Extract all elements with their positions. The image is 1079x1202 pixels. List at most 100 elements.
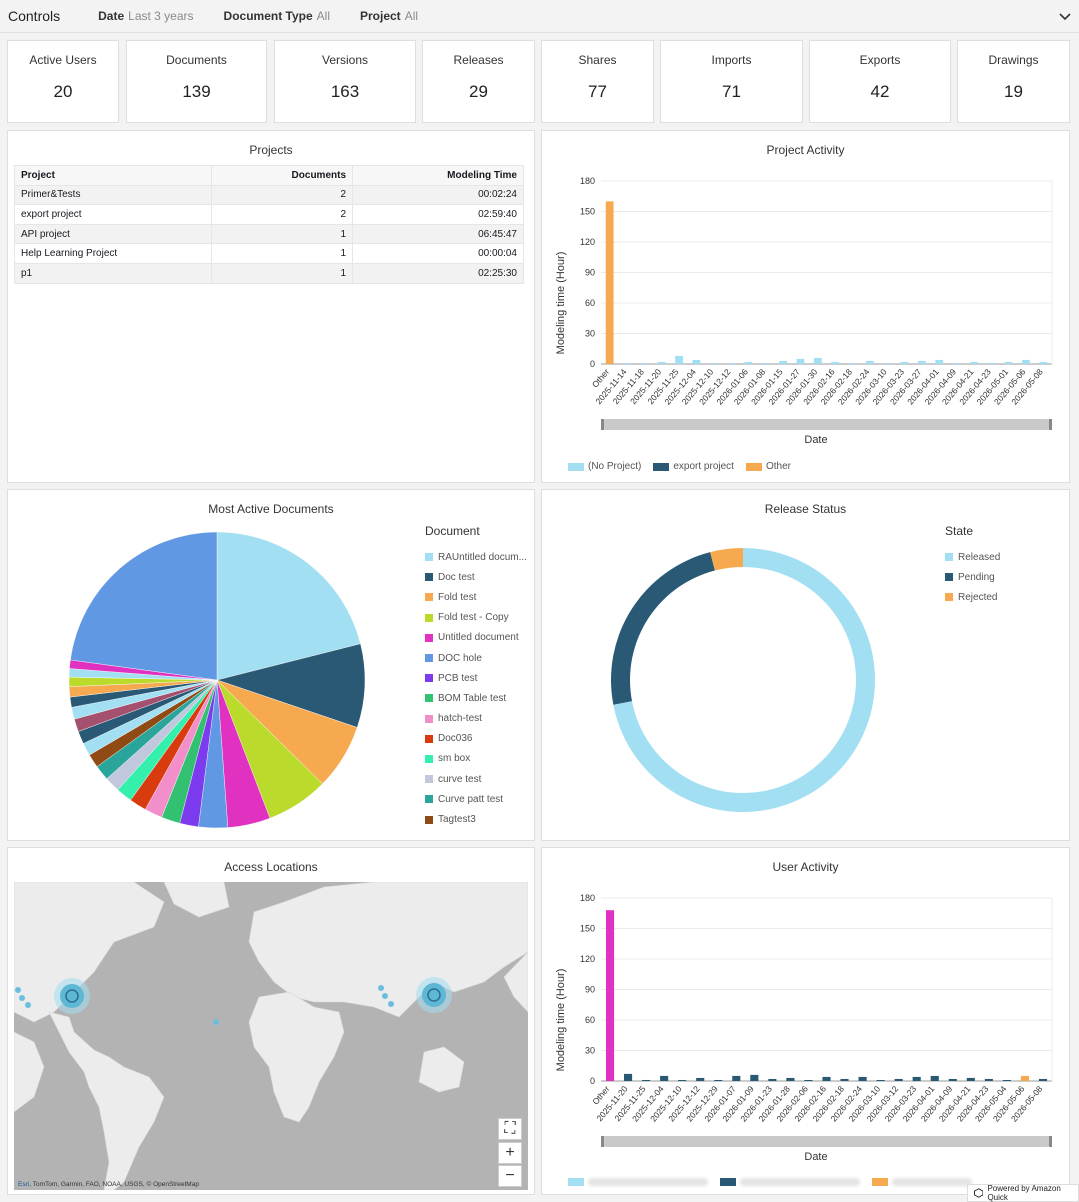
- bar[interactable]: [761, 362, 770, 364]
- bar[interactable]: [714, 1079, 723, 1081]
- column-header[interactable]: Modeling Time: [352, 165, 524, 186]
- bar[interactable]: [768, 1078, 777, 1081]
- pie-slice[interactable]: [216, 531, 361, 681]
- table-row[interactable]: p1 1 02:25:30: [14, 262, 524, 284]
- bar[interactable]: [865, 360, 874, 364]
- bar[interactable]: [952, 362, 961, 364]
- bar[interactable]: [948, 1078, 957, 1081]
- bar[interactable]: [918, 360, 926, 364]
- legend-item[interactable]: Untitled document: [425, 628, 527, 648]
- bar[interactable]: [640, 362, 649, 364]
- legend-item[interactable]: [568, 1178, 708, 1186]
- legend-item[interactable]: DOC hole: [425, 648, 527, 668]
- bar[interactable]: [779, 360, 788, 364]
- bar[interactable]: [935, 359, 944, 364]
- bar[interactable]: [732, 1075, 741, 1081]
- table-row[interactable]: API project 1 06:45:47: [14, 223, 524, 245]
- bar[interactable]: [796, 358, 805, 364]
- legend-item[interactable]: Tagtest3: [425, 809, 527, 829]
- chart-scrollbar[interactable]: [601, 1136, 1052, 1147]
- table-row[interactable]: Help Learning Project 1 00:00:04: [14, 243, 524, 264]
- bar[interactable]: [822, 1076, 831, 1081]
- bar[interactable]: [750, 1074, 759, 1081]
- column-header[interactable]: Project: [14, 165, 212, 186]
- bar[interactable]: [848, 362, 857, 364]
- legend-item[interactable]: Curve patt test: [425, 789, 527, 809]
- legend-item[interactable]: Rejected: [945, 587, 1000, 607]
- bar[interactable]: [623, 362, 631, 364]
- legend-item[interactable]: [872, 1178, 972, 1186]
- bar[interactable]: [1022, 359, 1030, 364]
- scrollbar-handle-left[interactable]: [601, 1136, 604, 1147]
- bar[interactable]: [900, 361, 909, 364]
- scrollbar-handle-right[interactable]: [1049, 1136, 1052, 1147]
- legend-item[interactable]: RAUntitled docum...: [425, 547, 527, 567]
- bar[interactable]: [984, 1078, 993, 1081]
- bar[interactable]: [709, 362, 718, 364]
- bar[interactable]: [930, 1075, 939, 1081]
- legend-item[interactable]: Fold test - Copy: [425, 608, 527, 628]
- table-row[interactable]: export project 2 02:59:40: [14, 204, 524, 225]
- zoom-out-button[interactable]: −: [498, 1165, 522, 1187]
- esri-link[interactable]: Esri: [18, 1181, 30, 1188]
- bar[interactable]: [678, 1079, 687, 1081]
- bar[interactable]: [657, 361, 666, 364]
- legend-item[interactable]: curve test: [425, 769, 527, 789]
- legend-item[interactable]: Doc036: [425, 729, 527, 749]
- bar[interactable]: [675, 355, 683, 364]
- powered-by-badge[interactable]: Powered by Amazon Quick: [967, 1184, 1079, 1202]
- bar[interactable]: [1038, 1078, 1048, 1081]
- legend-item[interactable]: Doc test: [425, 567, 527, 587]
- bar[interactable]: [876, 1079, 885, 1081]
- scrollbar-handle-right[interactable]: [1049, 419, 1052, 430]
- chevron-down-icon[interactable]: [1057, 8, 1073, 24]
- bar[interactable]: [987, 362, 996, 364]
- bar[interactable]: [883, 362, 892, 364]
- bar[interactable]: [804, 1079, 813, 1081]
- bar[interactable]: [970, 361, 978, 364]
- bar[interactable]: [840, 1078, 849, 1081]
- bar[interactable]: [912, 1076, 921, 1081]
- legend-item[interactable]: BOM Table test: [425, 688, 527, 708]
- bar[interactable]: [831, 361, 840, 364]
- bar[interactable]: [696, 1077, 705, 1081]
- legend-item[interactable]: Released: [945, 547, 1000, 567]
- legend-item[interactable]: Fold test: [425, 587, 527, 607]
- legend-item[interactable]: [720, 1178, 860, 1186]
- bar[interactable]: [894, 1078, 903, 1081]
- bar[interactable]: [786, 1077, 795, 1081]
- bar[interactable]: [660, 1075, 669, 1081]
- chart-scrollbar[interactable]: [601, 419, 1052, 430]
- access-map[interactable]: ⛶ + − Esri, TomTom, Garmin, FAO, NOAA, U…: [14, 882, 528, 1190]
- bar[interactable]: [1002, 1079, 1011, 1081]
- table-row[interactable]: Primer&Tests 2 00:02:24: [14, 184, 524, 206]
- bar[interactable]: [727, 362, 735, 364]
- legend-item[interactable]: Pending: [945, 567, 1000, 587]
- legend-item[interactable]: sm box: [425, 749, 527, 769]
- column-header[interactable]: Documents: [211, 165, 353, 186]
- bar[interactable]: [605, 910, 615, 1081]
- legend-item[interactable]: export project: [653, 461, 734, 472]
- bar[interactable]: [966, 1077, 975, 1081]
- bar[interactable]: [1004, 361, 1013, 364]
- legend-item[interactable]: (No Project): [568, 461, 641, 472]
- fullscreen-icon[interactable]: ⛶: [498, 1118, 522, 1140]
- pie-slice[interactable]: [216, 643, 366, 728]
- legend-item[interactable]: Other: [745, 461, 791, 472]
- bar[interactable]: [692, 359, 701, 364]
- pie-slice[interactable]: [70, 531, 218, 681]
- bar[interactable]: [813, 357, 822, 364]
- project-filter[interactable]: Project All: [360, 9, 418, 23]
- bar[interactable]: [1020, 1075, 1029, 1081]
- zoom-in-button[interactable]: +: [498, 1142, 522, 1164]
- bar[interactable]: [744, 361, 753, 364]
- bar[interactable]: [624, 1073, 633, 1081]
- document-type-filter[interactable]: Document Type All: [224, 9, 330, 23]
- legend-item[interactable]: PCB test: [425, 668, 527, 688]
- bar[interactable]: [642, 1079, 651, 1081]
- date-filter[interactable]: Date Last 3 years: [98, 9, 193, 23]
- legend-item[interactable]: hatch-test: [425, 709, 527, 729]
- bar[interactable]: [605, 201, 614, 364]
- bar[interactable]: [858, 1076, 867, 1081]
- scrollbar-handle-left[interactable]: [601, 419, 604, 430]
